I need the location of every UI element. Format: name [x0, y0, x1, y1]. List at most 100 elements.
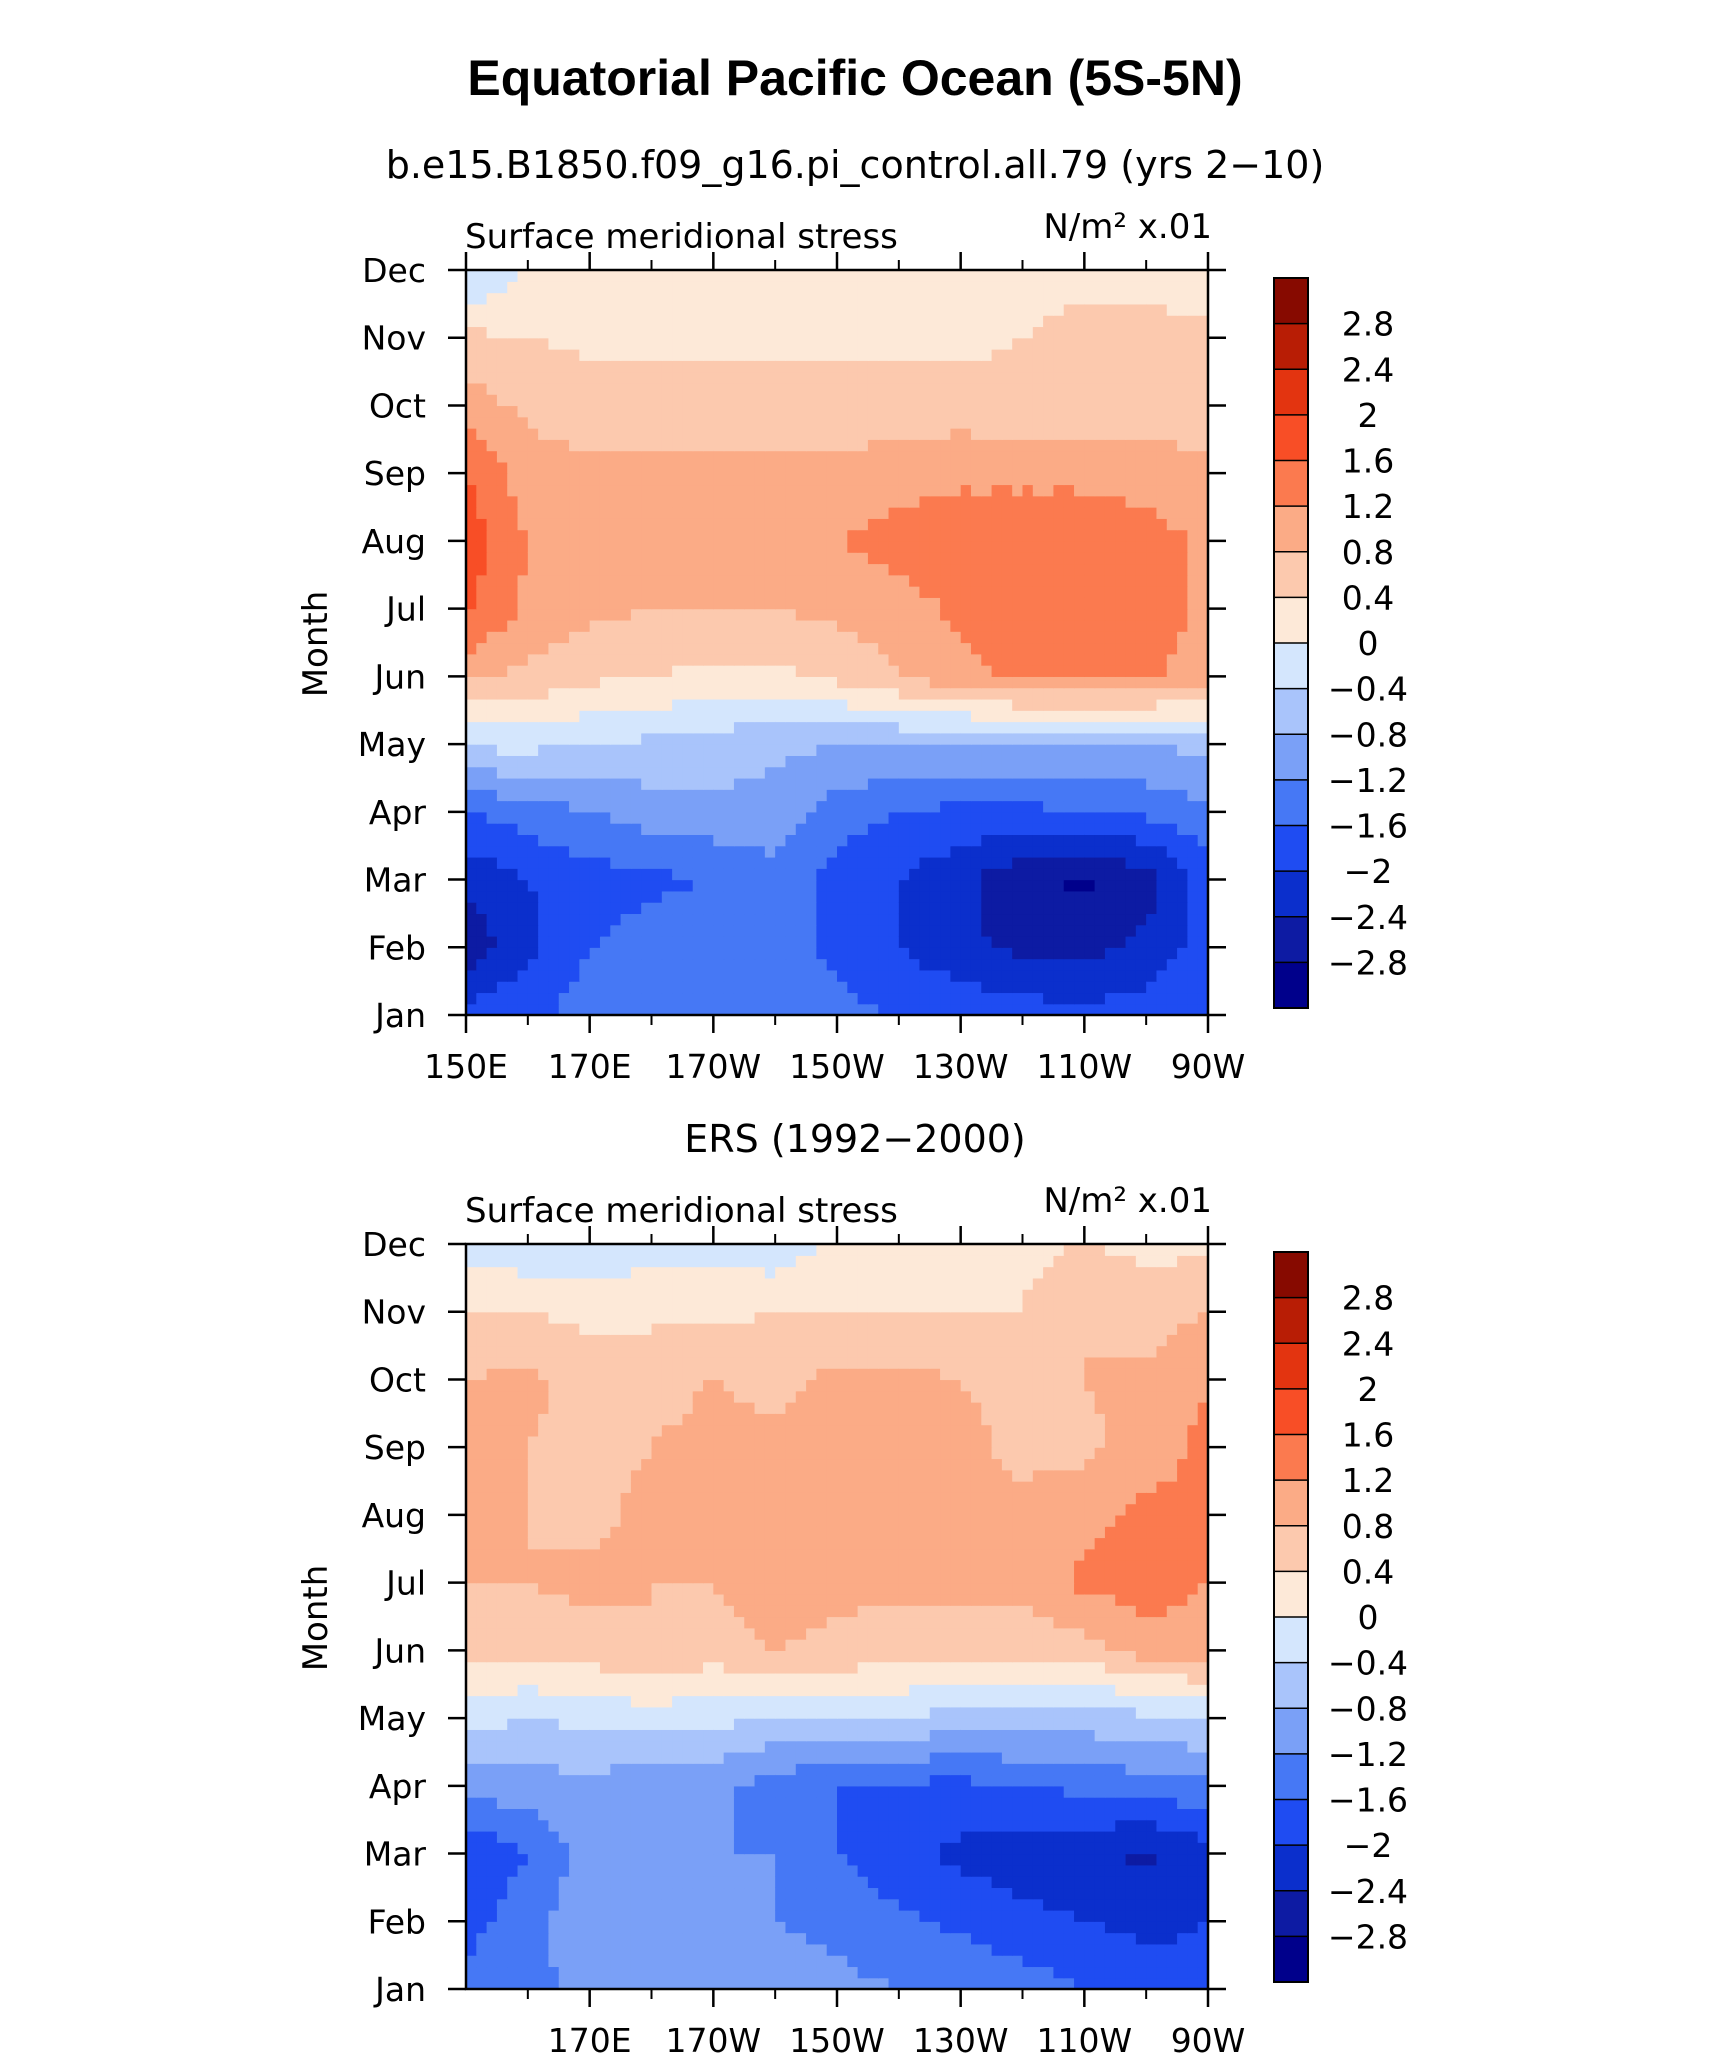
heatmap-cell: [1053, 935, 1065, 948]
heatmap-cell: [548, 721, 560, 734]
heatmap-cell: [589, 1932, 601, 1945]
heatmap-cell: [1001, 574, 1013, 587]
heatmap-cell: [548, 935, 560, 948]
heatmap-cell: [1032, 845, 1044, 858]
heatmap-cell: [981, 981, 993, 994]
heatmap-cell: [1104, 360, 1116, 373]
heatmap-cell: [857, 947, 869, 960]
heatmap-cell: [1177, 405, 1188, 418]
heatmap-cell: [837, 935, 848, 948]
heatmap-cell: [981, 608, 993, 621]
heatmap-cell: [703, 755, 714, 768]
heatmap-cell: [558, 868, 570, 881]
heatmap-cell: [970, 574, 982, 587]
heatmap-cell: [507, 845, 519, 858]
heatmap-cell: [847, 292, 859, 305]
heatmap-cell: [527, 1977, 539, 1990]
heatmap-cell: [1022, 439, 1034, 452]
heatmap-plot-area: [466, 1244, 1209, 1990]
heatmap-cell: [579, 902, 591, 915]
heatmap-cell: [620, 958, 632, 971]
heatmap-cell: [816, 586, 828, 598]
heatmap-cell: [1115, 902, 1127, 915]
heatmap-cell: [775, 349, 787, 361]
heatmap-cell: [1032, 744, 1044, 756]
heatmap-cell: [661, 845, 673, 858]
heatmap-cell: [466, 394, 477, 407]
heatmap-cell: [806, 958, 817, 971]
heatmap-cell: [950, 326, 962, 339]
heatmap-cell: [1074, 540, 1085, 553]
heatmap-cell: [1135, 845, 1147, 858]
heatmap-cell: [1156, 315, 1168, 328]
heatmap-cell: [764, 789, 776, 802]
heatmap-cell: [940, 552, 951, 565]
heatmap-cell: [1177, 710, 1188, 723]
heatmap-cell: [682, 958, 694, 971]
heatmap-cell: [898, 732, 910, 745]
heatmap-cell: [981, 789, 993, 802]
heatmap-cell: [1104, 823, 1116, 835]
heatmap-cell: [837, 698, 848, 711]
heatmap-cell: [1074, 529, 1085, 542]
heatmap-cell: [610, 608, 622, 621]
heatmap-cell: [661, 902, 673, 915]
heatmap-cell: [569, 913, 580, 926]
heatmap-cell: [733, 981, 745, 994]
heatmap-cell: [878, 574, 890, 587]
heatmap-cell: [878, 382, 890, 395]
heatmap-cell: [981, 777, 993, 790]
heatmap-cell: [610, 766, 622, 779]
heatmap-cell: [1177, 789, 1188, 802]
heatmap-cell: [1043, 823, 1055, 835]
heatmap-cell: [733, 360, 745, 373]
heatmap-cell: [1001, 845, 1013, 858]
heatmap-cell: [898, 540, 910, 553]
heatmap-cell: [733, 902, 745, 915]
heatmap-cell: [847, 574, 859, 587]
heatmap-cell: [1125, 935, 1137, 948]
heatmap-cell: [466, 981, 477, 994]
heatmap-cell: [970, 507, 982, 519]
heatmap-cell: [1032, 800, 1044, 813]
heatmap-cell: [579, 450, 591, 463]
heatmap-cell: [1074, 710, 1085, 723]
heatmap-cell: [826, 902, 838, 915]
heatmap-cell: [837, 552, 848, 565]
heatmap-cell: [1001, 823, 1013, 835]
heatmap-cell: [538, 744, 550, 756]
heatmap-cell: [703, 326, 714, 339]
heatmap-cell: [589, 416, 601, 429]
heatmap-cell: [661, 439, 673, 452]
heatmap-cell: [579, 992, 591, 1005]
heatmap-cell: [981, 823, 993, 835]
heatmap-cell: [888, 574, 900, 587]
heatmap-cell: [1197, 382, 1209, 395]
heatmap-cell: [950, 292, 962, 305]
heatmap-cell: [754, 405, 766, 418]
heatmap-cell: [1053, 394, 1065, 407]
heatmap-cell: [1032, 394, 1044, 407]
heatmap-cell: [1135, 337, 1147, 350]
heatmap-cell: [486, 992, 498, 1005]
heatmap-cell: [599, 1932, 611, 1945]
heatmap-cell: [940, 890, 951, 903]
heatmap-cell: [476, 698, 488, 711]
heatmap-cell: [970, 303, 982, 316]
heatmap-cell: [496, 518, 508, 531]
heatmap-cell: [1187, 529, 1199, 542]
heatmap-cell: [713, 665, 725, 677]
heatmap-cell: [1022, 913, 1034, 926]
heatmap-cell: [661, 608, 673, 621]
heatmap-cell: [1177, 676, 1188, 689]
heatmap-cell: [981, 484, 993, 497]
heatmap-cell: [970, 349, 982, 361]
heatmap-cell: [620, 303, 632, 316]
heatmap-cell: [1001, 935, 1013, 948]
heatmap-cell: [1146, 913, 1158, 926]
heatmap-cell: [599, 1943, 611, 1956]
colorbar-label: 2.8: [1342, 305, 1394, 344]
heatmap-cell: [496, 270, 508, 282]
heatmap-cell: [806, 405, 817, 418]
heatmap-cell: [610, 902, 622, 915]
